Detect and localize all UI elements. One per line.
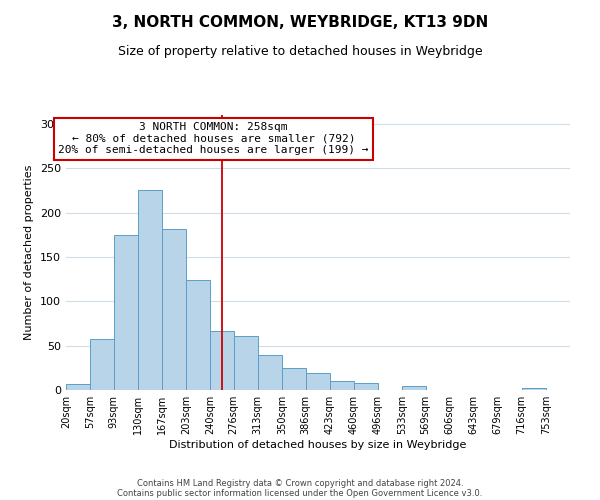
Bar xyxy=(305,373,330,390)
Text: 3 NORTH COMMON: 258sqm
← 80% of detached houses are smaller (792)
20% of semi-de: 3 NORTH COMMON: 258sqm ← 80% of detached… xyxy=(58,122,368,156)
X-axis label: Distribution of detached houses by size in Weybridge: Distribution of detached houses by size … xyxy=(169,440,467,450)
Bar xyxy=(114,235,138,390)
Text: Contains HM Land Registry data © Crown copyright and database right 2024.: Contains HM Land Registry data © Crown c… xyxy=(137,478,463,488)
Bar xyxy=(258,356,282,390)
Bar xyxy=(186,280,210,390)
Bar xyxy=(162,230,187,390)
Bar xyxy=(233,336,258,390)
Text: 3, NORTH COMMON, WEYBRIDGE, KT13 9DN: 3, NORTH COMMON, WEYBRIDGE, KT13 9DN xyxy=(112,15,488,30)
Bar xyxy=(402,386,426,390)
Bar xyxy=(138,190,162,390)
Bar xyxy=(210,330,234,390)
Bar xyxy=(90,340,115,390)
Text: Contains public sector information licensed under the Open Government Licence v3: Contains public sector information licen… xyxy=(118,488,482,498)
Bar xyxy=(66,384,90,390)
Bar xyxy=(354,383,378,390)
Bar xyxy=(521,388,546,390)
Bar xyxy=(330,381,354,390)
Y-axis label: Number of detached properties: Number of detached properties xyxy=(25,165,34,340)
Bar xyxy=(282,368,306,390)
Text: Size of property relative to detached houses in Weybridge: Size of property relative to detached ho… xyxy=(118,45,482,58)
